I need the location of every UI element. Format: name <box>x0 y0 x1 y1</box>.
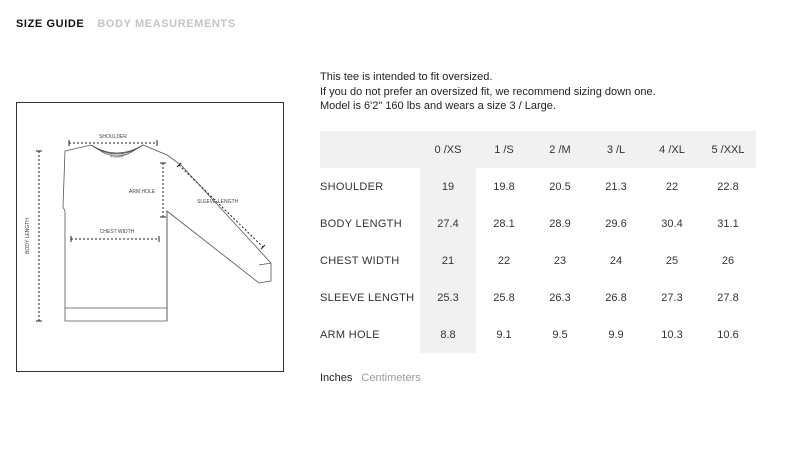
table-row: ARM HOLE 8.8 9.1 9.5 9.9 10.3 10.6 <box>320 316 756 353</box>
table-cell: 28.9 <box>549 217 571 230</box>
table-cell: 21.3 <box>605 180 627 193</box>
table-row: SHOULDER 19 19.8 20.5 21.3 22 22.8 <box>320 168 756 205</box>
chest-width-label: CHEST WIDTH <box>100 229 135 235</box>
table-cell: 25.3 <box>420 279 476 316</box>
size-header-row: 0 /XS 1 /S 2 /M 3 /L 4 /XL 5 /XXL <box>320 131 756 168</box>
table-cell: 23 <box>553 254 567 267</box>
fit-description: This tee is intended to fit oversized. I… <box>320 70 656 114</box>
unit-inches-button[interactable]: Inches <box>320 372 353 384</box>
row-label: BODY LENGTH <box>320 217 402 230</box>
table-cell: 26 <box>721 254 735 267</box>
table-cell: 24 <box>609 254 623 267</box>
table-cell: 27.4 <box>420 205 476 242</box>
table-cell: 22 <box>497 254 511 267</box>
header-corner <box>320 131 420 168</box>
size-header-s: 1 /S <box>476 131 532 168</box>
table-cell: 30.4 <box>661 217 683 230</box>
table-cell: 22 <box>665 180 679 193</box>
table-cell: 9.1 <box>496 328 512 341</box>
row-label: ARM HOLE <box>320 328 380 341</box>
body-length-label: BODY LENGTH <box>25 218 31 254</box>
unit-toggle: Inches Centimeters <box>320 372 421 384</box>
fit-line-3: Model is 6'2" 160 lbs and wears a size 3… <box>320 100 556 112</box>
tee-illustration: SHOULDER ARM HOLE SLEEVE LENGTH CHEST WI… <box>25 134 272 322</box>
table-cell: 22.8 <box>717 180 739 193</box>
shoulder-label: SHOULDER <box>99 134 127 140</box>
table-row: BODY LENGTH 27.4 28.1 28.9 29.6 30.4 31.… <box>320 205 756 242</box>
size-header-xl: 4 /XL <box>644 131 700 168</box>
size-table: 0 /XS 1 /S 2 /M 3 /L 4 /XL 5 /XXL SHOULD… <box>320 131 756 353</box>
table-cell: 19.8 <box>493 180 515 193</box>
size-header-xs: 0 /XS <box>420 131 476 168</box>
table-cell: 8.8 <box>420 316 476 353</box>
table-row: SLEEVE LENGTH 25.3 25.8 26.3 26.8 27.3 2… <box>320 279 756 316</box>
tab-size-guide[interactable]: SIZE GUIDE <box>16 18 85 30</box>
table-cell: 27.3 <box>661 291 683 304</box>
table-cell: 26.3 <box>549 291 571 304</box>
unit-centimeters-button[interactable]: Centimeters <box>361 372 421 384</box>
table-cell: 20.5 <box>549 180 571 193</box>
table-cell: 9.9 <box>608 328 624 341</box>
sleeve-measure-line <box>178 164 264 248</box>
size-header-l: 3 /L <box>588 131 644 168</box>
fit-line-1: This tee is intended to fit oversized. <box>320 71 493 83</box>
arm-hole-label: ARM HOLE <box>129 189 156 195</box>
measurement-diagram: SHOULDER ARM HOLE SLEEVE LENGTH CHEST WI… <box>16 102 284 372</box>
row-label: CHEST WIDTH <box>320 254 400 267</box>
table-cell: 10.6 <box>717 328 739 341</box>
table-cell: 27.8 <box>717 291 739 304</box>
row-label: SLEEVE LENGTH <box>320 291 415 304</box>
size-header-m: 2 /M <box>532 131 588 168</box>
table-cell: 21 <box>420 242 476 279</box>
sleeve-length-label: SLEEVE LENGTH <box>197 199 239 205</box>
table-cell: 28.1 <box>493 217 515 230</box>
fit-line-2: If you do not prefer an oversized fit, w… <box>320 85 656 98</box>
table-cell: 29.6 <box>605 217 627 230</box>
table-row: CHEST WIDTH 21 22 23 24 25 26 <box>320 242 756 279</box>
table-cell: 25 <box>665 254 679 267</box>
table-cell: 9.5 <box>552 328 568 341</box>
row-label: SHOULDER <box>320 180 384 193</box>
collar-outer <box>94 146 140 157</box>
size-header-xxl: 5 /XXL <box>700 131 756 168</box>
table-cell: 26.8 <box>605 291 627 304</box>
table-cell: 19 <box>420 168 476 205</box>
tab-bar: SIZE GUIDE BODY MEASUREMENTS <box>16 18 236 30</box>
neck-label-icon <box>110 153 124 158</box>
table-cell: 10.3 <box>661 328 683 341</box>
table-cell: 25.8 <box>493 291 515 304</box>
table-cell: 31.1 <box>717 217 739 230</box>
tab-body-measurements[interactable]: BODY MEASUREMENTS <box>97 18 236 30</box>
cuff-line <box>258 262 272 266</box>
